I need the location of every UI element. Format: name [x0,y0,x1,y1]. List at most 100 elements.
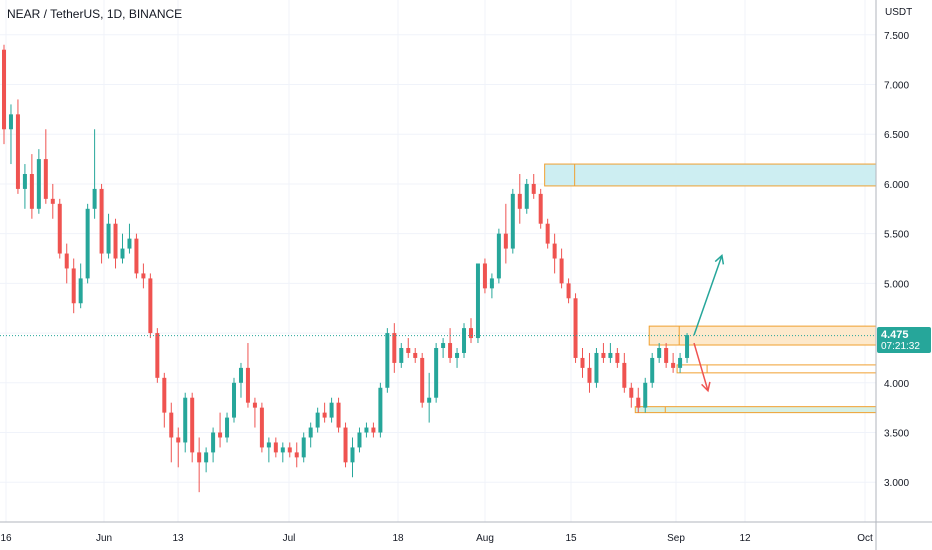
candle-down [294,452,299,458]
x-tick-label: Jul [283,533,296,544]
candle-down [622,362,627,388]
candle-down [468,328,473,339]
y-tick-label: 7.500 [884,31,909,42]
candle-down [629,387,634,398]
support-zone [634,406,877,414]
candle-down [406,348,411,353]
candle-down [176,437,181,443]
x-tick-label: 13 [172,533,184,544]
candle-down [190,397,195,453]
candle-up [510,193,515,249]
candle-up [85,208,90,279]
candle-down [113,223,118,259]
candle-up [462,328,467,353]
chart-title: NEAR / TetherUS, 1D, BINANCE [7,7,183,21]
candle-up [399,348,404,363]
candle-up [315,412,320,428]
candle-up [78,278,83,304]
candle-up [524,183,529,209]
candle-up [8,114,13,130]
x-tick-label: 16 [0,533,12,544]
candle-down [482,263,487,289]
candles [2,44,690,493]
candle-down [245,367,250,403]
candle-down [503,233,508,249]
candle-down [169,412,174,438]
candle-up [685,335,690,358]
candle-up [489,278,494,289]
candle-down [162,377,167,413]
candle-up [238,367,243,383]
x-tick-label: Sep [667,533,685,544]
candle-down [559,258,564,284]
candle-down [71,268,76,304]
candle-up [280,447,285,453]
candle-down [2,49,6,130]
candle-down [448,343,453,358]
candle-down [343,427,348,463]
candle-up [36,159,41,209]
candle-down [64,253,69,269]
candle-up [678,357,683,368]
x-tick-label: 12 [739,533,751,544]
candle-up [427,397,432,403]
down-arrow [693,342,709,391]
candle-down [15,114,20,189]
candle-down [57,203,62,254]
x-tick-label: 15 [565,533,577,544]
candle-up [183,397,188,443]
y-tick-label: 5.500 [884,230,909,241]
x-tick-label: Aug [476,533,494,544]
candle-up [225,417,230,438]
x-tick-label: Oct [857,533,873,544]
y-tick-label: 4.000 [884,379,909,390]
x-tick-label: 18 [392,533,404,544]
candle-up [350,447,355,463]
candle-down [336,402,341,428]
arrows [693,254,725,393]
candle-down [671,362,676,368]
y-tick-label: 5.000 [884,279,909,290]
candle-up [106,223,111,254]
up-arrow-head [714,254,725,265]
y-tick-label: 3.000 [884,478,909,489]
candle-down [99,188,104,254]
candle-up [92,188,97,209]
candle-down [636,397,641,408]
candle-down [587,367,592,383]
candle-up [643,382,648,408]
candle-up [308,427,313,438]
grid [0,0,876,522]
candle-up [22,174,27,189]
candle-down [552,243,557,259]
candle-countdown: 07:21:32 [881,341,920,352]
candle-down [573,298,578,358]
candle-down [148,278,153,334]
candle-down [50,198,55,204]
candle-up [455,352,460,358]
up-arrow [693,255,723,336]
candle-up [608,352,613,358]
y-tick-label: 6.500 [884,130,909,141]
candle-down [538,193,543,224]
candle-up [496,233,501,279]
candle-up [204,452,209,463]
last-price-badge: 4.475 07:21:32 [877,327,931,353]
candle-up [120,248,125,259]
candle-up [657,348,662,358]
candle-down [155,333,160,378]
candle-up [266,442,271,448]
candle-up [127,238,132,249]
candle-down [252,402,257,408]
candle-down [517,193,522,209]
candle-down [545,223,550,244]
candle-up [385,333,390,388]
candle-up [594,352,599,383]
candle-up [301,437,306,458]
candle-down [29,174,34,209]
candle-down [141,273,146,279]
y-tick-label: 3.500 [884,429,909,440]
